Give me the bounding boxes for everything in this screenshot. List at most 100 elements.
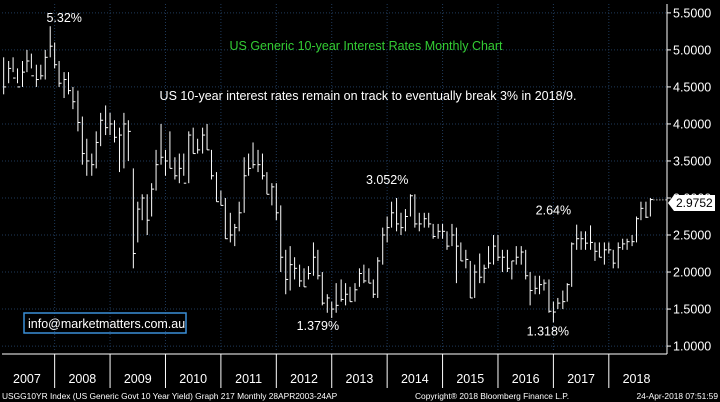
ohlc-bar <box>358 268 362 287</box>
ohlc-bar <box>49 26 53 58</box>
email-box <box>23 312 187 334</box>
ohlc-bar <box>127 120 131 161</box>
x-tick-label: 2015 <box>456 372 484 386</box>
ohlc-bar <box>86 138 90 176</box>
ohlc-bar <box>68 72 71 95</box>
ohlc-bar <box>469 260 473 299</box>
ohlc-bar <box>460 242 464 262</box>
ohlc-bar <box>400 212 404 236</box>
x-tick-label: 2012 <box>290 372 318 386</box>
ohlc-bar <box>210 149 214 180</box>
y-tick-label: 1.0000 <box>673 340 711 354</box>
ohlc-bar <box>557 297 561 310</box>
ohlc-bar <box>446 231 450 250</box>
x-tick-label: 2008 <box>68 372 96 386</box>
ohlc-bar <box>183 153 187 184</box>
ohlc-bar <box>396 197 400 232</box>
annot-layer: 5.32% 1.379% 3.052% 2.64% 1.318% <box>46 11 667 339</box>
chart-subtitle: US 10-year interest rates remain on trac… <box>160 89 577 103</box>
footer-timestamp: 24-Apr-2018 07:51:59 <box>637 391 719 401</box>
bars-layer <box>3 26 653 323</box>
ohlc-bar <box>580 231 584 250</box>
footer-bar <box>0 389 720 402</box>
ohlc-bar <box>307 266 311 280</box>
last-price-badge: 2.9752 <box>668 195 715 211</box>
ohlc-bar <box>289 246 293 291</box>
ohlc-bar <box>30 53 34 77</box>
ohlc-bar <box>100 112 104 147</box>
ohlc-bar <box>372 279 376 298</box>
ohlc-bar <box>54 42 58 69</box>
ohlc-bar <box>192 127 196 155</box>
ohlc-bar <box>465 249 469 269</box>
ohlc-bar <box>252 142 256 169</box>
ohlc-bar <box>137 201 141 243</box>
ohlc-bar <box>280 205 284 273</box>
ohlc-bar <box>17 68 21 88</box>
ohlc-bar <box>257 149 261 173</box>
ohlc-bar <box>275 183 279 221</box>
ohlc-bar <box>44 49 48 80</box>
ohlc-bar <box>520 246 524 265</box>
ohlc-bar <box>40 64 44 80</box>
ohlc-bar <box>349 286 353 303</box>
ohlc-bar <box>243 157 247 213</box>
ohlc-bar <box>91 153 95 176</box>
y-tick-label: 5.5000 <box>673 6 711 20</box>
ohlc-bar <box>220 190 224 206</box>
ohlc-bar <box>428 212 432 228</box>
y-tick-label: 2.0000 <box>673 266 711 280</box>
ohlc-bar <box>483 264 487 284</box>
ohlc-bar <box>543 279 547 291</box>
ohlc-bar <box>368 268 372 284</box>
annotation-label: 1.318% <box>527 325 569 339</box>
ohlc-bar <box>404 209 408 232</box>
x-tick-label: 2009 <box>124 372 152 386</box>
ohlc-bar <box>409 194 413 217</box>
ohlc-bar <box>238 201 242 232</box>
ohlc-bar <box>271 183 275 206</box>
ohlc-bar <box>414 194 418 228</box>
annotation-label: 1.379% <box>297 319 339 333</box>
ohlc-bar <box>455 227 459 284</box>
x-tick-label: 2010 <box>179 372 207 386</box>
annotation-label: 3.052% <box>366 173 408 187</box>
ohlc-bar <box>534 275 538 295</box>
x-tick-label: 2018 <box>623 372 651 386</box>
ohlc-bar <box>539 275 543 295</box>
ohlc-bar <box>81 116 85 165</box>
x-tick-label: 2013 <box>346 372 374 386</box>
ohlc-bar <box>234 223 238 247</box>
ohlc-bar <box>497 235 501 261</box>
annotation-label: 5.32% <box>46 11 81 25</box>
ohlc-bar <box>294 257 298 280</box>
ohlc-bar <box>317 249 321 280</box>
x-tick-label: 2011 <box>235 372 262 386</box>
ohlc-bar <box>474 264 478 298</box>
ohlc-bar <box>206 123 210 151</box>
ohlc-bar <box>26 49 30 73</box>
x-tick-label: 2017 <box>567 372 595 386</box>
ohlc-bar <box>335 283 339 313</box>
annotation-label: 2.64% <box>536 204 571 218</box>
ohlc-bar <box>160 123 164 165</box>
ohlc-bar <box>113 120 117 143</box>
y-tick-label: 2.5000 <box>673 229 711 243</box>
chart-title: US Generic 10-year Interest Rates Monthl… <box>229 39 503 53</box>
ohlc-bar <box>229 212 233 243</box>
ohlc-bar <box>132 168 136 269</box>
ohlc-bar <box>261 153 265 180</box>
ohlc-bar <box>479 253 483 284</box>
ohlc-bar <box>566 283 570 302</box>
footer-copyright: Copyright® 2018 Bloomberg Finance L.P. <box>415 391 569 401</box>
ohlc-bar <box>511 260 515 280</box>
ohlc-bar <box>622 238 626 250</box>
ohlc-bar <box>354 283 358 302</box>
ohlc-bar <box>151 183 155 217</box>
ohlc-bar <box>594 242 598 261</box>
ohlc-bar <box>188 131 192 184</box>
ohlc-bar <box>617 242 621 269</box>
y-tick-label: 4.5000 <box>673 80 711 94</box>
